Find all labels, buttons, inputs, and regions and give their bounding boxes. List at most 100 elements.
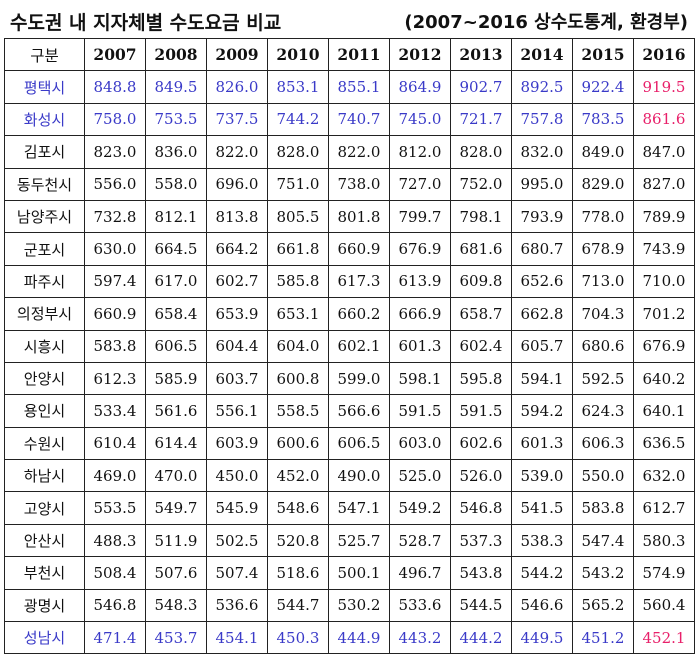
city-name-cell: 화성시	[4, 102, 85, 137]
rate-cell: 549.7	[145, 491, 207, 525]
city-name-cell: 시흥시	[4, 329, 85, 363]
rate-cell: 592.5	[572, 361, 634, 396]
rate-cell: 528.7	[389, 523, 451, 558]
rate-cell: 737.5	[206, 102, 268, 137]
rate-cell: 801.8	[328, 199, 390, 234]
rate-cell: 613.9	[389, 264, 451, 299]
rate-cell: 676.9	[389, 232, 451, 266]
rate-cell: 752.0	[450, 167, 512, 201]
rate-cell: 652.6	[511, 264, 573, 299]
rate-cell: 793.9	[511, 199, 573, 234]
city-name-cell: 고양시	[4, 491, 85, 525]
rate-cell: 556.0	[84, 167, 146, 201]
table-row: 의정부시 660.9 658.4 653.9 653.1 660.2 666.9 658.7 6…	[4, 297, 695, 331]
city-name-cell: 파주시	[4, 264, 85, 299]
rate-cell: 680.7	[511, 232, 573, 266]
rate-cell: 653.1	[267, 297, 329, 331]
rate-cell: 583.8	[84, 329, 146, 363]
rate-cell: 547.1	[328, 491, 390, 525]
city-name-cell: 군포시	[4, 232, 85, 266]
rate-cell: 919.5	[633, 70, 695, 104]
city-name-cell: 부천시	[4, 556, 85, 590]
rate-cell: 743.9	[633, 232, 695, 266]
rate-cell: 565.2	[572, 588, 634, 623]
rate-cell: 758.0	[84, 102, 146, 137]
rate-cell: 599.0	[328, 361, 390, 396]
column-header: 2014	[511, 37, 573, 72]
rate-cell: 922.4	[572, 70, 634, 104]
rate-cell: 548.6	[267, 491, 329, 525]
rate-cell: 602.6	[450, 426, 512, 461]
rate-cell: 606.5	[328, 426, 390, 461]
city-name-cell: 의정부시	[4, 297, 85, 331]
rate-cell: 544.2	[511, 556, 573, 590]
rate-cell: 533.6	[389, 588, 451, 623]
rate-cell: 658.7	[450, 297, 512, 331]
rate-cell: 530.2	[328, 588, 390, 623]
column-header: 2009	[206, 37, 268, 72]
rate-cell: 597.4	[84, 264, 146, 299]
rate-cell: 827.0	[633, 167, 695, 201]
rate-cell: 603.9	[206, 426, 268, 461]
water-rate-table: 구분 2007 2008 2009 2010 2011 2012 2013 20…	[4, 37, 695, 654]
table-row: 파주시 597.4 617.0 602.7 585.8 617.3 613.9 609.8 65…	[4, 264, 695, 299]
city-name-cell: 남양주시	[4, 199, 85, 234]
rate-cell: 738.0	[328, 167, 390, 201]
table-row: 성남시 471.4 453.7 454.1 450.3 444.9 443.2 444.2 44…	[4, 621, 695, 654]
rate-cell: 836.0	[145, 135, 207, 169]
rate-cell: 471.4	[84, 621, 146, 654]
column-header: 2015	[572, 37, 634, 72]
rate-cell: 511.9	[145, 523, 207, 558]
rate-cell: 553.5	[84, 491, 146, 525]
rate-cell: 595.8	[450, 361, 512, 396]
rate-cell: 606.5	[145, 329, 207, 363]
rate-cell: 744.2	[267, 102, 329, 137]
rate-cell: 548.3	[145, 588, 207, 623]
city-name-cell: 수원시	[4, 426, 85, 461]
rate-cell: 558.5	[267, 394, 329, 428]
rate-cell: 664.2	[206, 232, 268, 266]
rate-cell: 526.0	[450, 459, 512, 493]
rate-cell: 727.0	[389, 167, 451, 201]
rate-cell: 536.6	[206, 588, 268, 623]
source-note: (2007~2016 상수도통계, 환경부)	[404, 12, 688, 33]
rate-cell: 624.3	[572, 394, 634, 428]
rate-cell: 828.0	[267, 135, 329, 169]
rate-cell: 450.0	[206, 459, 268, 493]
rate-cell: 602.1	[328, 329, 390, 363]
rate-cell: 451.2	[572, 621, 634, 654]
table-row: 용인시 533.4 561.6 556.1 558.5 566.6 591.5 591.5 59…	[4, 394, 695, 428]
rate-cell: 680.6	[572, 329, 634, 363]
rate-cell: 609.8	[450, 264, 512, 299]
table-row: 수원시 610.4 614.4 603.9 600.6 606.5 603.0 602.6 60…	[4, 426, 695, 461]
rate-cell: 828.0	[450, 135, 512, 169]
rate-cell: 778.0	[572, 199, 634, 234]
rate-cell: 594.2	[511, 394, 573, 428]
rate-cell: 591.5	[450, 394, 512, 428]
rate-cell: 545.9	[206, 491, 268, 525]
rate-cell: 600.8	[267, 361, 329, 396]
table-row: 고양시 553.5 549.7 545.9 548.6 547.1 549.2 546.8 54…	[4, 491, 695, 525]
rate-cell: 594.1	[511, 361, 573, 396]
rate-cell: 549.2	[389, 491, 451, 525]
rate-cell: 454.1	[206, 621, 268, 654]
rate-cell: 470.0	[145, 459, 207, 493]
rate-cell: 855.1	[328, 70, 390, 104]
rate-cell: 544.5	[450, 588, 512, 623]
rate-cell: 849.0	[572, 135, 634, 169]
rate-cell: 525.0	[389, 459, 451, 493]
rate-cell: 507.6	[145, 556, 207, 590]
city-name-cell: 용인시	[4, 394, 85, 428]
rate-cell: 822.0	[328, 135, 390, 169]
rate-cell: 444.9	[328, 621, 390, 654]
rate-cell: 753.5	[145, 102, 207, 137]
table-row: 안산시 488.3 511.9 502.5 520.8 525.7 528.7 537.3 53…	[4, 523, 695, 558]
rate-cell: 544.7	[267, 588, 329, 623]
column-header: 2008	[145, 37, 207, 72]
rate-cell: 732.8	[84, 199, 146, 234]
rate-cell: 848.8	[84, 70, 146, 104]
rate-cell: 598.1	[389, 361, 451, 396]
rate-cell: 449.5	[511, 621, 573, 654]
rate-cell: 612.7	[633, 491, 695, 525]
rate-cell: 798.1	[450, 199, 512, 234]
